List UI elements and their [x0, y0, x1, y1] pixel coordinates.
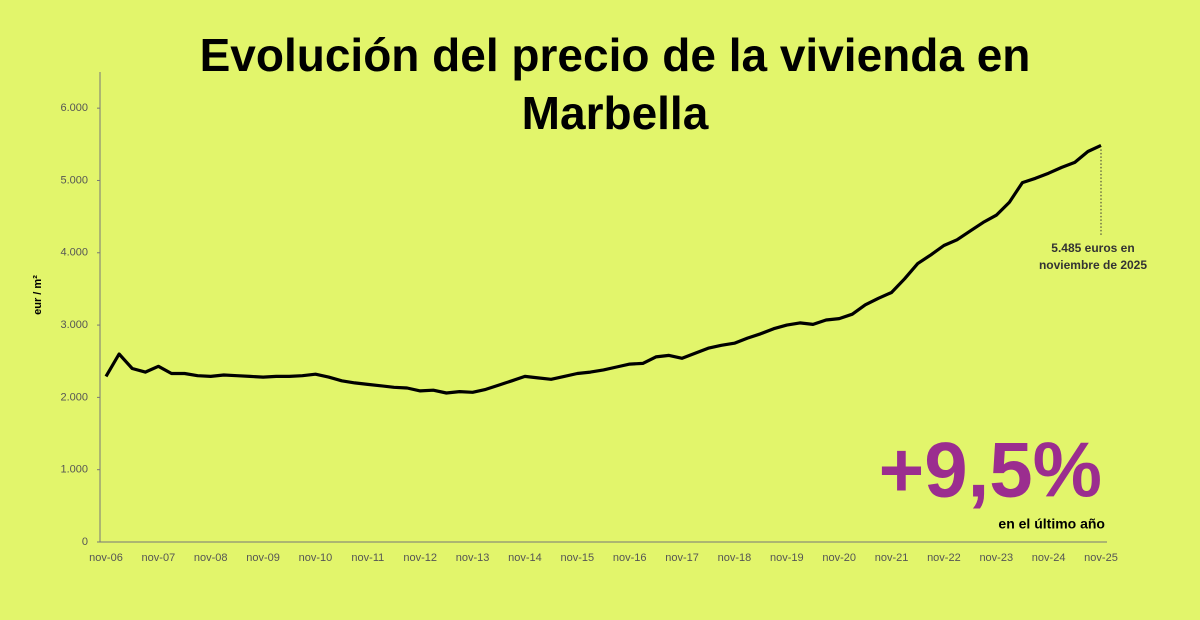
annotation: noviembre de 2025 [1039, 258, 1147, 272]
x-tick-label: nov-12 [403, 552, 437, 564]
highlight-value: +9,5% [879, 426, 1102, 514]
y-tick-label: 3.000 [60, 319, 88, 331]
x-tick-label: nov-18 [718, 552, 752, 564]
x-tick-label: nov-21 [875, 552, 909, 564]
y-tick-label: 4.000 [60, 247, 88, 259]
y-tick-label: 1.000 [60, 464, 88, 476]
y-tick-label: 0 [82, 536, 88, 548]
annotation: 5.485 euros en [1051, 241, 1134, 255]
x-tick-label: nov-19 [770, 552, 804, 564]
highlight-caption: en el último año [998, 516, 1105, 532]
price-line [104, 143, 1102, 395]
x-tick-label: nov-23 [979, 552, 1013, 564]
chart-title: Evolución del precio de la vivienda en M… [199, 29, 1031, 139]
x-tick-label: nov-09 [246, 552, 280, 564]
x-tick-label: nov-08 [194, 552, 228, 564]
x-tick-label: nov-16 [613, 552, 647, 564]
y-tick-label: 6.000 [60, 102, 88, 114]
y-tick-label: 5.000 [60, 174, 88, 186]
y-axis-label: eur / m² [32, 275, 44, 315]
x-tick-label: nov-10 [299, 552, 333, 564]
x-tick-label: nov-13 [456, 552, 490, 564]
x-tick-label: nov-17 [665, 552, 699, 564]
x-tick-label: nov-07 [142, 552, 176, 564]
x-tick-label: nov-15 [560, 552, 594, 564]
x-tick-label: nov-22 [927, 552, 961, 564]
x-tick-label: nov-06 [89, 552, 123, 564]
x-tick-label: nov-14 [508, 552, 542, 564]
x-tick-label: nov-20 [822, 552, 856, 564]
y-tick-label: 2.000 [60, 391, 88, 403]
x-tick-label: nov-24 [1032, 552, 1066, 564]
x-tick-label: nov-11 [351, 552, 384, 564]
x-tick-label: nov-25 [1084, 552, 1118, 564]
